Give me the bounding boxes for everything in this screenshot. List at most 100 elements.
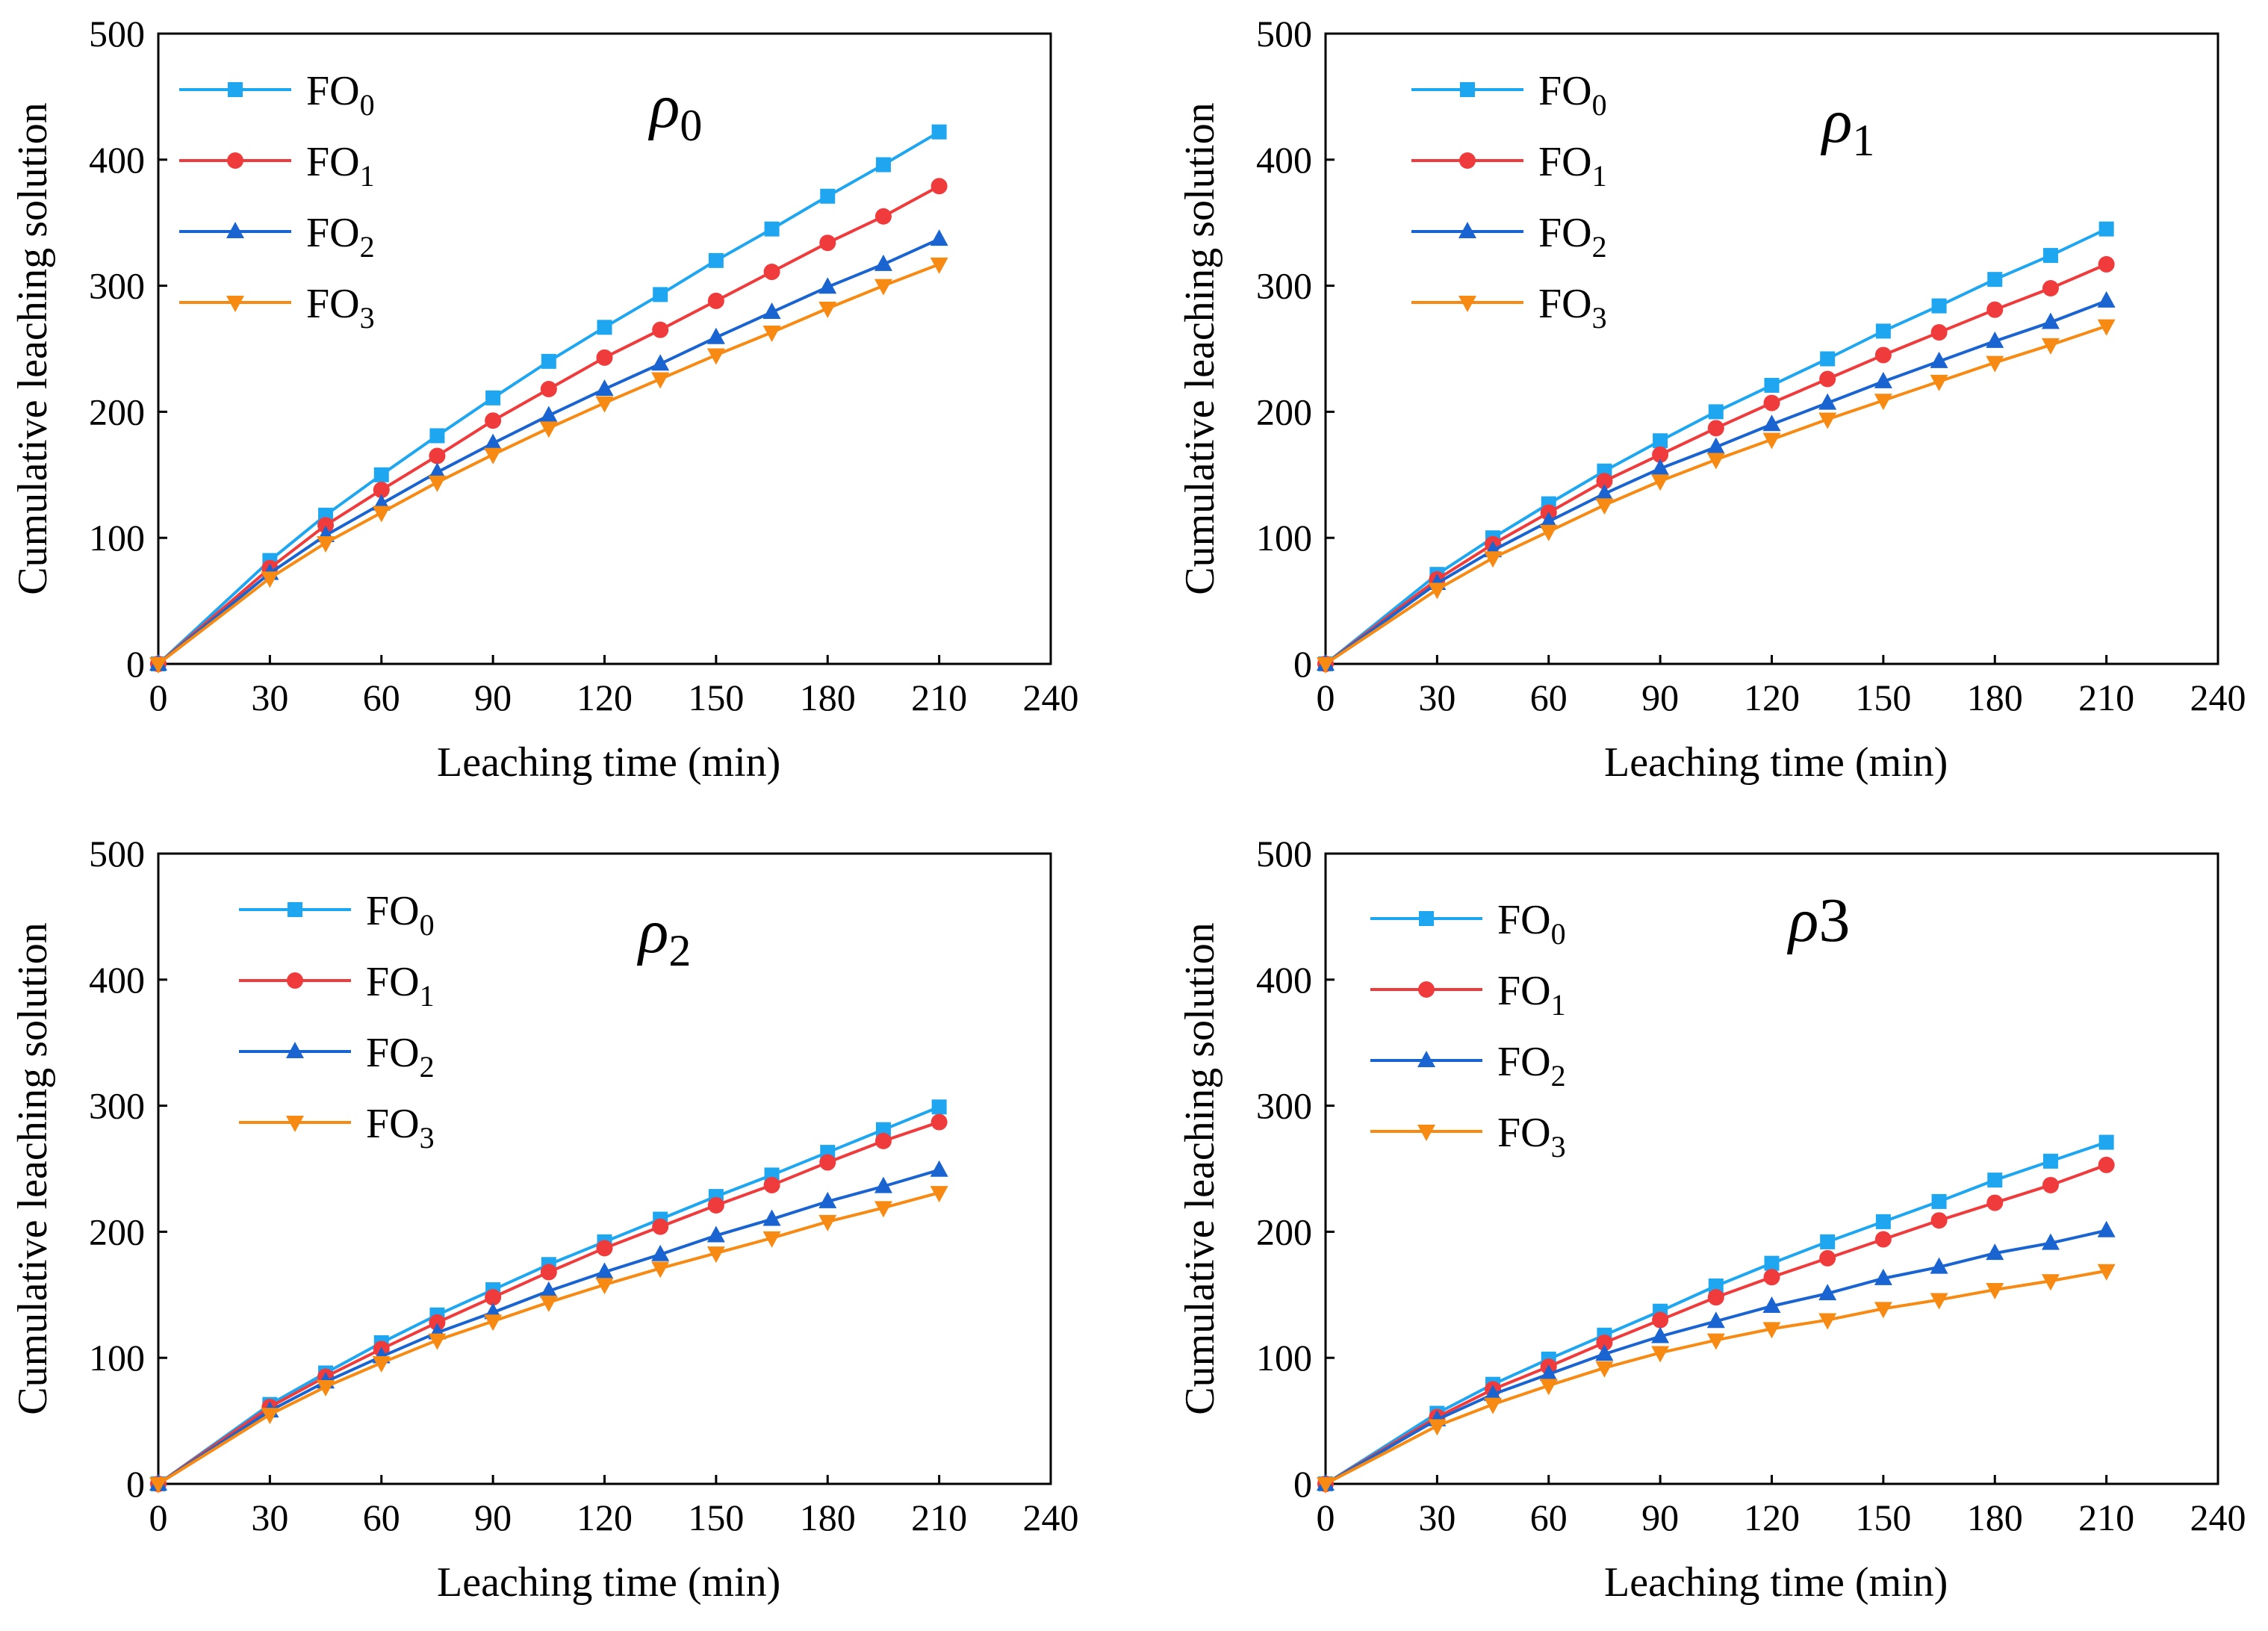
data-point bbox=[1820, 351, 1836, 367]
data-point bbox=[930, 1160, 948, 1177]
data-point bbox=[762, 302, 781, 320]
data-point bbox=[707, 1196, 724, 1214]
data-point bbox=[1818, 1313, 1837, 1330]
data-point bbox=[1595, 1361, 1614, 1378]
y-axis-title: Cumulative leaching solution bbox=[1177, 922, 1223, 1414]
x-tick-label: 210 bbox=[2078, 677, 2134, 718]
data-point bbox=[595, 1262, 614, 1279]
data-point bbox=[651, 354, 670, 371]
chart-panel-1: 0 30 60 90 120 150 180 210 2400100200300400500Le… bbox=[1177, 13, 2246, 786]
data-point bbox=[874, 208, 892, 225]
legend-subscript: 3 bbox=[1592, 301, 1607, 335]
data-point bbox=[539, 1295, 558, 1312]
y-axis-title: Cumulative leaching solution bbox=[10, 102, 56, 594]
data-point bbox=[2042, 1153, 2058, 1169]
legend-name: FO bbox=[306, 139, 360, 185]
data-point bbox=[428, 1333, 447, 1350]
data-point bbox=[2098, 1156, 2115, 1173]
data-point bbox=[372, 1355, 391, 1373]
chart-panel-3: 0 30 60 90 120 150 180 210 2400100200300400500Le… bbox=[1177, 833, 2246, 1606]
x-tick-label: 240 bbox=[1023, 677, 1079, 718]
series-line-FO1 bbox=[1324, 1164, 2107, 1485]
x-tick-label: 60 bbox=[363, 677, 400, 718]
data-point bbox=[1762, 432, 1781, 450]
legend-name: FO bbox=[1538, 281, 1592, 327]
data-point bbox=[1707, 420, 1724, 437]
data-point bbox=[1818, 1284, 1837, 1301]
legend-entry-label: FO1 bbox=[1538, 139, 1607, 193]
data-point bbox=[2042, 248, 2058, 264]
data-point bbox=[540, 1264, 557, 1281]
data-point bbox=[708, 252, 724, 268]
x-tick-label: 180 bbox=[800, 677, 856, 718]
rho-suffix: 3 bbox=[1818, 886, 1850, 955]
data-point bbox=[874, 1132, 892, 1149]
rho-subscript: 1 bbox=[1852, 116, 1874, 165]
legend-entry-label: FO3 bbox=[1538, 281, 1607, 335]
panel-rho-label: ρ1 bbox=[1820, 87, 1874, 165]
legend-marker bbox=[1418, 981, 1435, 998]
series-line-FO1 bbox=[157, 184, 940, 665]
y-tick-label: 200 bbox=[89, 1211, 145, 1252]
data-point bbox=[1652, 1311, 1669, 1329]
data-point bbox=[762, 1231, 781, 1248]
y-tick-label: 0 bbox=[126, 1463, 145, 1505]
data-point bbox=[1706, 453, 1725, 470]
x-tick-label: 30 bbox=[1418, 677, 1455, 718]
data-point bbox=[1595, 1344, 1614, 1361]
x-tick-label: 60 bbox=[1530, 677, 1568, 718]
data-point bbox=[1764, 1255, 1780, 1271]
legend-name: FO bbox=[366, 1030, 420, 1076]
data-point bbox=[819, 234, 836, 252]
data-point bbox=[2097, 1264, 2116, 1281]
series-line-FO2 bbox=[1324, 299, 2107, 665]
data-point bbox=[539, 406, 558, 423]
data-point bbox=[1875, 1214, 1891, 1229]
data-point bbox=[875, 1122, 891, 1137]
x-tick-label: 90 bbox=[474, 1497, 512, 1538]
data-point bbox=[1706, 437, 1725, 454]
chart-panel-2: 0 30 60 90 120 150 180 210 2400100200300400500Le… bbox=[10, 833, 1079, 1606]
data-point bbox=[1484, 551, 1503, 568]
data-point bbox=[261, 1408, 279, 1425]
legend-entry-label: FO2 bbox=[1538, 210, 1607, 264]
rho-symbol: ρ bbox=[1786, 886, 1818, 955]
x-tick-label: 0 bbox=[149, 677, 168, 718]
data-point bbox=[595, 1278, 614, 1295]
legend-marker bbox=[1459, 152, 1476, 169]
data-point bbox=[317, 535, 335, 553]
legend-name: FO bbox=[1538, 139, 1592, 185]
data-point bbox=[2097, 319, 2116, 336]
x-tick-label: 30 bbox=[251, 1497, 288, 1538]
legend-name: FO bbox=[306, 68, 360, 114]
data-point bbox=[2098, 221, 2114, 237]
legend-marker bbox=[286, 1116, 304, 1132]
data-point bbox=[1931, 1193, 1947, 1209]
data-point bbox=[818, 277, 837, 294]
data-point bbox=[484, 447, 503, 465]
data-point bbox=[1317, 657, 1335, 674]
series-line-FO3 bbox=[157, 263, 940, 665]
y-tick-label: 100 bbox=[1256, 517, 1312, 559]
chart-panel-0: 0 30 60 90 120 150 180 210 2400100200300400500Le… bbox=[10, 13, 1079, 786]
x-tick-label: 240 bbox=[2190, 1497, 2246, 1538]
data-point bbox=[1874, 347, 1892, 364]
data-point bbox=[1596, 1334, 1613, 1351]
data-point bbox=[1651, 459, 1670, 476]
data-point bbox=[372, 506, 391, 523]
data-point bbox=[651, 1244, 670, 1261]
rho-subscript: 0 bbox=[680, 101, 702, 150]
data-point bbox=[540, 381, 557, 398]
data-point bbox=[1930, 374, 1948, 391]
data-point bbox=[1874, 1302, 1892, 1319]
data-point bbox=[1484, 1385, 1503, 1402]
x-tick-label: 0 bbox=[1317, 677, 1335, 718]
data-point bbox=[1874, 1268, 1892, 1285]
data-point bbox=[1930, 1212, 1948, 1229]
data-point bbox=[317, 1380, 335, 1397]
y-tick-label: 100 bbox=[1256, 1337, 1312, 1379]
data-point bbox=[1874, 371, 1892, 388]
data-point bbox=[1317, 1477, 1335, 1494]
legend-marker bbox=[288, 902, 302, 917]
